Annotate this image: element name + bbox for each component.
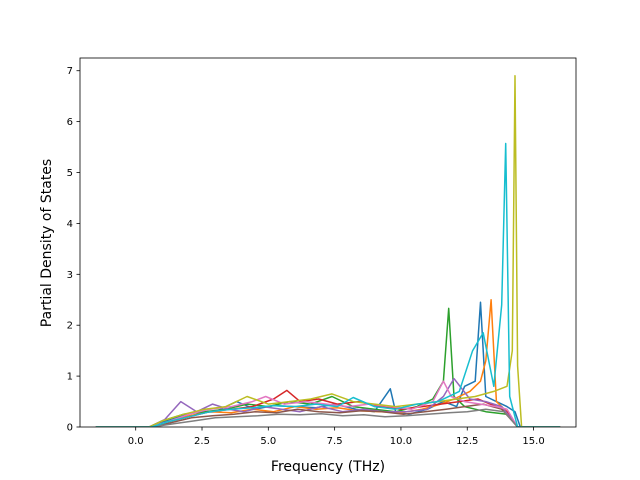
x-tick-label: 5.0 — [260, 436, 276, 447]
series-line-3 — [95, 307, 561, 427]
y-axis: 0 1 2 3 4 5 6 7 — [67, 66, 80, 434]
y-tick-label: 7 — [67, 66, 73, 77]
series-line-6 — [95, 403, 561, 427]
x-tick-label: 12.5 — [456, 436, 478, 447]
series-line-8 — [95, 408, 561, 427]
y-tick-label: 5 — [67, 168, 73, 179]
series-line-7 — [95, 380, 561, 427]
series-line-5 — [95, 377, 561, 427]
x-tick-label: 10.0 — [390, 436, 412, 447]
series-line-9 — [95, 75, 561, 427]
y-tick-label: 2 — [67, 321, 73, 332]
x-tick-label: 0.0 — [128, 436, 144, 447]
y-tick-label: 1 — [67, 372, 73, 383]
x-axis: 0.0 2.5 5.0 7.5 10.0 12.5 15.0 — [128, 427, 545, 447]
x-tick-label: 15.0 — [522, 436, 544, 447]
x-tick-label: 7.5 — [327, 436, 343, 447]
y-tick-label: 4 — [67, 219, 73, 230]
x-axis-title: Frequency (THz) — [271, 459, 385, 475]
series-line-10 — [95, 142, 561, 427]
y-tick-label: 6 — [67, 117, 73, 128]
y-tick-label: 0 — [67, 423, 73, 434]
x-tick-label: 2.5 — [194, 436, 210, 447]
y-axis-title: Partial Density of States — [39, 159, 55, 327]
plot-frame — [79, 57, 577, 428]
series-layer — [95, 75, 561, 427]
y-tick-label: 3 — [67, 270, 73, 281]
